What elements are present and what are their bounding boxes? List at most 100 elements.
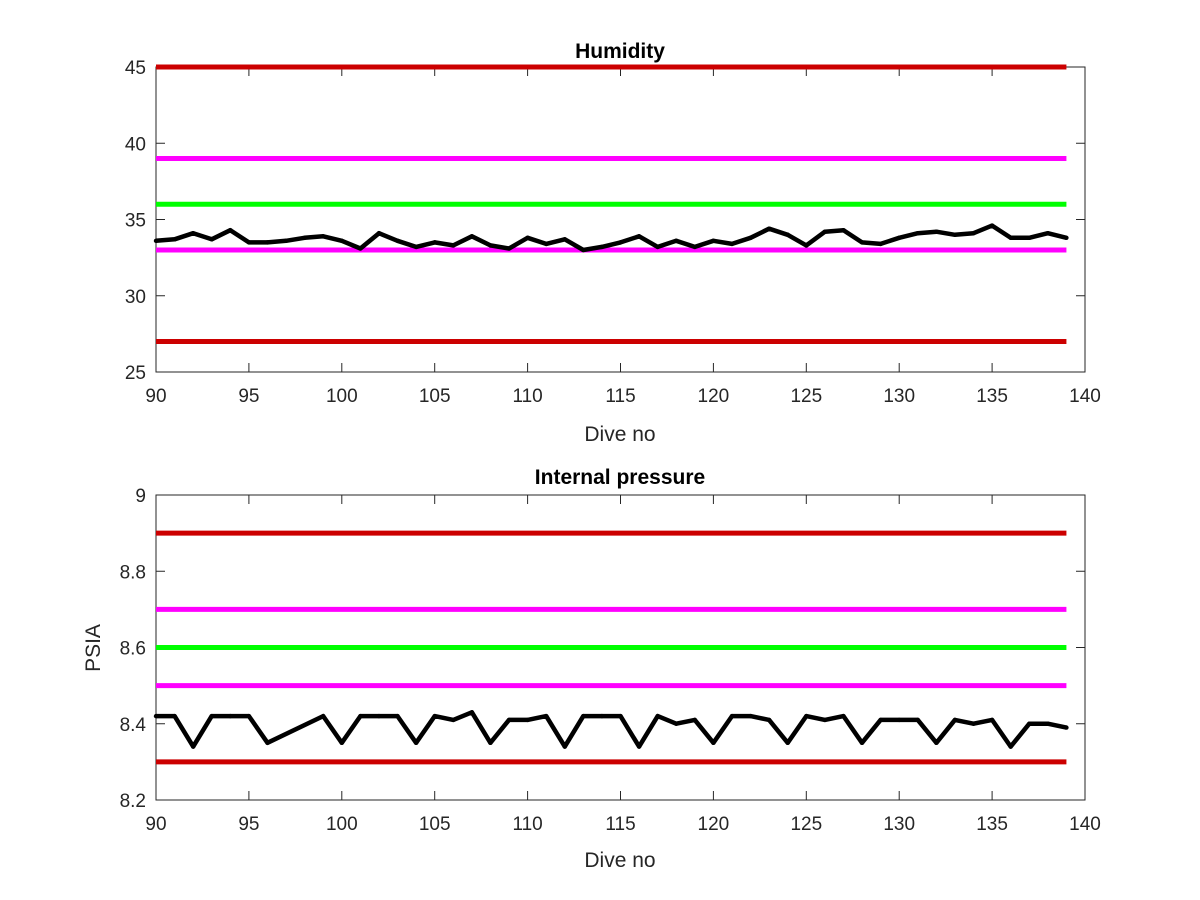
data-point bbox=[859, 240, 865, 245]
humidity-chart: Humidity Dive no 90 95 100 105 110 115 120 125 1… bbox=[125, 40, 1101, 446]
data-point bbox=[729, 713, 735, 719]
data-point bbox=[1008, 744, 1013, 749]
data-point bbox=[804, 243, 809, 248]
data-point bbox=[488, 243, 493, 248]
data-point bbox=[655, 244, 660, 250]
data-point bbox=[283, 238, 289, 244]
data-point bbox=[618, 240, 623, 245]
data-point bbox=[246, 713, 252, 719]
y-tick-label: 35 bbox=[125, 211, 146, 232]
data-point bbox=[321, 713, 326, 719]
data-point bbox=[172, 713, 177, 719]
data-point bbox=[711, 740, 716, 746]
series-line bbox=[155, 223, 1067, 253]
data-point bbox=[358, 246, 363, 251]
data-point bbox=[543, 713, 549, 719]
data-point bbox=[952, 717, 958, 723]
data-point bbox=[785, 232, 790, 237]
x-tick-label: 135 bbox=[976, 814, 1008, 835]
data-point bbox=[822, 229, 828, 234]
data-point bbox=[1045, 231, 1051, 236]
x-tick-label: 95 bbox=[238, 814, 259, 835]
x-tick-label: 105 bbox=[419, 814, 451, 835]
data-point bbox=[692, 244, 698, 250]
data-point bbox=[209, 237, 214, 242]
data-point bbox=[804, 713, 809, 719]
data-point bbox=[506, 717, 512, 723]
data-point bbox=[321, 234, 326, 239]
data-point bbox=[897, 717, 902, 723]
data-point bbox=[432, 713, 437, 719]
y-tick-label: 8.8 bbox=[120, 562, 146, 583]
data-point bbox=[525, 717, 530, 723]
data-point bbox=[897, 235, 902, 240]
data-point bbox=[1008, 235, 1013, 240]
data-point bbox=[265, 740, 270, 746]
data-point bbox=[153, 238, 159, 244]
chart-title: Humidity bbox=[575, 40, 665, 63]
data-point bbox=[841, 713, 846, 719]
data-point bbox=[488, 740, 493, 746]
x-tick-label: 125 bbox=[790, 814, 822, 835]
data-point bbox=[729, 241, 735, 247]
y-tick-label: 8.6 bbox=[120, 639, 146, 660]
y-tick-label: 8.2 bbox=[120, 791, 146, 812]
data-point bbox=[228, 227, 233, 233]
data-point bbox=[674, 238, 679, 244]
data-point bbox=[209, 713, 214, 719]
data-point bbox=[246, 240, 252, 245]
x-tick-label: 130 bbox=[883, 386, 915, 407]
data-point bbox=[674, 721, 679, 726]
data-point bbox=[655, 713, 660, 719]
x-axis-label: Dive no bbox=[584, 849, 655, 872]
data-point bbox=[1027, 721, 1032, 726]
data-point bbox=[989, 717, 995, 723]
data-point bbox=[859, 740, 865, 746]
data-point bbox=[785, 740, 790, 746]
data-point bbox=[1064, 725, 1069, 730]
data-point bbox=[395, 238, 400, 244]
data-point bbox=[228, 713, 233, 719]
y-axis-label: PSIA bbox=[82, 624, 105, 672]
data-point bbox=[302, 235, 307, 240]
data-point bbox=[543, 241, 549, 247]
data-point bbox=[265, 240, 270, 245]
data-point bbox=[190, 744, 196, 749]
data-point bbox=[841, 227, 846, 233]
x-axis-label: Dive no bbox=[584, 423, 655, 446]
x-tick-label: 130 bbox=[883, 814, 915, 835]
data-point bbox=[934, 229, 939, 234]
data-point bbox=[915, 231, 920, 236]
data-point bbox=[172, 237, 177, 242]
data-point bbox=[451, 717, 456, 723]
data-point bbox=[525, 235, 530, 240]
data-point bbox=[636, 744, 642, 749]
chart-title: Internal pressure bbox=[535, 466, 705, 489]
internal-pressure-plot-area: 90 95 100 105 110 115 120 125 130 135 140 8.2 8.4 8.6… bbox=[120, 486, 1101, 835]
data-point bbox=[766, 226, 772, 231]
data-point bbox=[190, 231, 196, 236]
x-tick-label: 120 bbox=[698, 386, 730, 407]
data-point bbox=[599, 713, 605, 719]
x-tick-label: 115 bbox=[605, 386, 635, 407]
x-tick-label: 100 bbox=[326, 814, 358, 835]
data-point bbox=[339, 740, 344, 746]
data-point bbox=[989, 223, 995, 228]
data-point bbox=[581, 713, 586, 719]
data-point bbox=[153, 713, 159, 719]
data-point bbox=[339, 238, 344, 244]
data-point bbox=[766, 717, 772, 723]
y-tick-label: 9 bbox=[135, 486, 146, 507]
data-point bbox=[581, 247, 586, 253]
data-point bbox=[451, 243, 456, 248]
x-tick-label: 140 bbox=[1069, 386, 1101, 407]
x-tick-label: 100 bbox=[326, 386, 358, 407]
data-point bbox=[376, 713, 382, 719]
data-point bbox=[1027, 235, 1032, 240]
data-point bbox=[358, 713, 363, 719]
data-point bbox=[878, 717, 883, 723]
x-tick-label: 105 bbox=[419, 386, 451, 407]
data-point bbox=[413, 244, 419, 250]
data-point bbox=[413, 740, 419, 746]
